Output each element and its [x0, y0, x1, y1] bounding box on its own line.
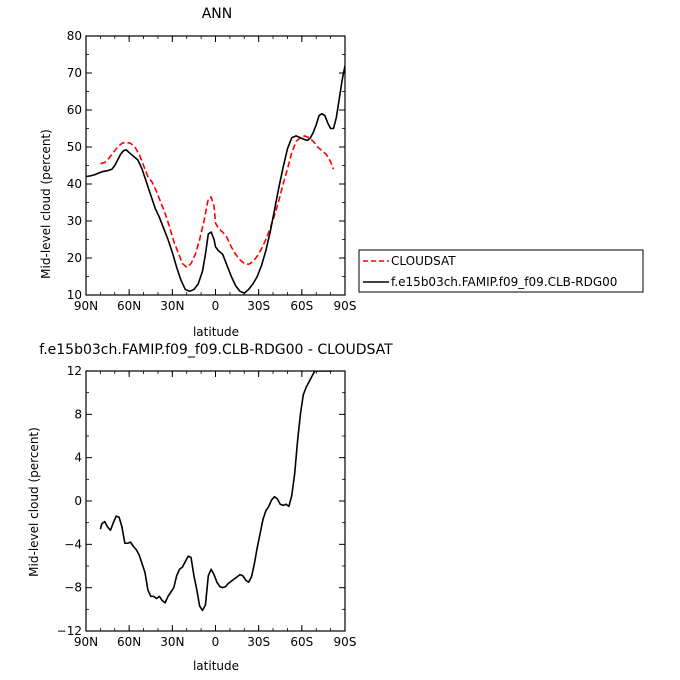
- bottom-chart-ytick-label: 4: [74, 451, 82, 465]
- top-chart-ytick-label: 30: [67, 214, 82, 228]
- legend: CLOUDSAT f.e15b03ch.FAMIP.f09_f09.CLB-RD…: [358, 249, 644, 293]
- bottom-chart-ylabel: Mid-level cloud (percent): [27, 427, 41, 577]
- top-chart-xtick-label: 0: [212, 299, 220, 313]
- top-chart-series-line-0: [100, 135, 335, 269]
- legend-label-model: f.e15b03ch.FAMIP.f09_f09.CLB-RDG00: [391, 275, 617, 289]
- top-chart-ytick-label: 10: [67, 288, 82, 302]
- top-chart-xtick-label: 60N: [117, 299, 141, 313]
- top-chart-plot-frame: [85, 35, 346, 296]
- top-chart-ytick-label: 60: [67, 103, 82, 117]
- top-chart-ytick-label: 40: [67, 177, 82, 191]
- bottom-chart-xtick-label: 0: [212, 635, 220, 649]
- top-chart-ytick-label: 70: [67, 66, 82, 80]
- bottom-chart-xtick-label: 90S: [334, 635, 357, 649]
- top-chart-ytick-label: 50: [67, 140, 82, 154]
- top-chart-series-line-1: [86, 65, 345, 294]
- bottom-chart-ytick-label: −8: [64, 581, 82, 595]
- bottom-chart-ytick-label: −4: [64, 537, 82, 551]
- bottom-chart-title: f.e15b03ch.FAMIP.f09_f09.CLB-RDG00 - CLO…: [39, 342, 393, 358]
- bottom-chart-xlabel: latitude: [193, 659, 239, 673]
- top-chart-ytick-label: 20: [67, 251, 82, 265]
- bottom-chart-ytick-label: 12: [67, 364, 82, 378]
- legend-frame: [358, 249, 644, 293]
- bottom-chart-xtick-label: 60N: [117, 635, 141, 649]
- top-chart-xtick-label: 30N: [160, 299, 184, 313]
- top-chart-title: ANN: [202, 6, 233, 22]
- bottom-chart: 90N 60N 30N 0 30S 60S 90S −12 −8 −4 0 4 8 12: [57, 364, 357, 649]
- bottom-chart-ytick-label: 8: [74, 407, 82, 421]
- legend-label-cloudsat: CLOUDSAT: [391, 254, 456, 268]
- top-chart-xlabel: latitude: [193, 325, 239, 339]
- bottom-chart-xtick-label: 90N: [74, 635, 98, 649]
- bottom-chart-xtick-label: 60S: [290, 635, 313, 649]
- top-chart: 90N 60N 30N 0 30S 60S 90S 10 20 30 40 50 60 70 80: [67, 29, 357, 313]
- bottom-chart-ytick-label: −12: [57, 624, 82, 638]
- top-chart-ytick-label: 80: [67, 29, 82, 43]
- top-chart-xtick-label: 90N: [74, 299, 98, 313]
- top-chart-xtick-label: 90S: [334, 299, 357, 313]
- bottom-chart-xtick-label: 30N: [160, 635, 184, 649]
- top-chart-ylabel: Mid-level cloud (percent): [39, 129, 53, 279]
- bottom-chart-series-line-0: [99, 371, 333, 612]
- bottom-chart-plot-frame: [85, 370, 346, 632]
- top-chart-xtick-label: 60S: [290, 299, 313, 313]
- bottom-chart-ytick-label: 0: [74, 494, 82, 508]
- bottom-chart-xtick-label: 30S: [247, 635, 270, 649]
- top-chart-xtick-label: 30S: [247, 299, 270, 313]
